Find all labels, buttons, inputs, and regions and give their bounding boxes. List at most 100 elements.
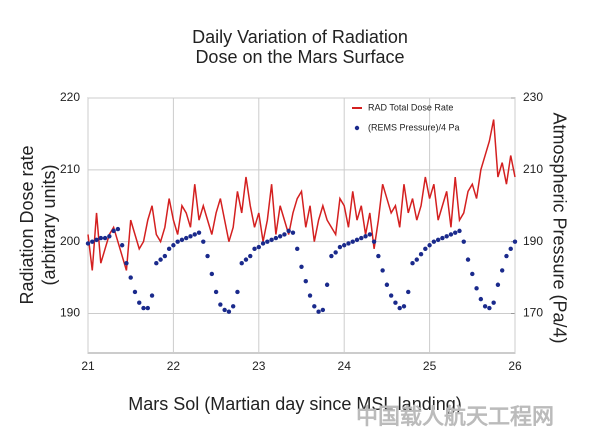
pressure-point [141, 305, 146, 311]
pressure-point [98, 235, 104, 241]
pressure-point [201, 239, 206, 244]
pressure-point [495, 282, 501, 287]
pressure-point [367, 232, 373, 237]
legend-swatch [354, 125, 360, 131]
x-tick-label: 21 [81, 359, 95, 373]
watermark: 中国载人航天工程网 [356, 404, 554, 429]
y-tick-label: 190 [60, 306, 80, 320]
pressure-point [316, 309, 321, 314]
pressure-point [90, 239, 95, 244]
y2-axis-label: Atmospheric Pressure (Pa/4) [549, 112, 569, 343]
pressure-point [465, 257, 471, 262]
pressure-point [376, 253, 381, 259]
pressure-point [487, 305, 492, 311]
pressure-point [384, 282, 390, 287]
pressure-point [461, 239, 466, 244]
pressure-point [303, 278, 308, 284]
pressure-point [508, 246, 513, 252]
pressure-point [286, 228, 291, 234]
y-tick-label: 210 [60, 162, 80, 176]
pressure-point [290, 230, 296, 235]
pressure-point [440, 235, 445, 241]
chart-title: Dose on the Mars Surface [195, 47, 404, 67]
pressure-point [346, 241, 351, 246]
x-tick-label: 25 [423, 359, 437, 373]
pressure-point [423, 246, 428, 252]
pressure-point [448, 232, 454, 237]
pressure-point [265, 239, 270, 244]
pressure-point [248, 253, 253, 259]
pressure-point [179, 237, 185, 243]
pressure-point [102, 235, 108, 241]
y-tick-label: 200 [60, 234, 80, 248]
pressure-point [307, 293, 313, 298]
pressure-point [277, 234, 283, 239]
pressure-point [431, 239, 437, 244]
pressure-point [406, 289, 411, 295]
pressure-point [435, 237, 441, 243]
pressure-point [171, 243, 176, 248]
pressure-point [337, 244, 343, 250]
pressure-point [252, 246, 257, 252]
pressure-point [137, 300, 142, 305]
y-tick-label: 220 [60, 90, 80, 104]
pressure-point [354, 237, 360, 243]
pressure-point [192, 232, 197, 237]
pressure-point [226, 309, 232, 314]
pressure-point [107, 234, 112, 239]
pressure-point [324, 282, 330, 287]
pressure-point [457, 228, 462, 234]
pressure-point [132, 289, 138, 295]
pressure-point [393, 300, 398, 305]
pressure-point [512, 239, 518, 244]
y2-tick-label: 210 [523, 162, 543, 176]
y2-tick-label: 170 [523, 306, 543, 320]
pressure-point [188, 234, 193, 239]
pressure-point [320, 307, 326, 313]
x-axis-label: Mars Sol (Martian day since MSL landing) [128, 394, 461, 414]
pressure-point [230, 304, 236, 309]
pressure-point [218, 302, 223, 307]
pressure-point [158, 257, 163, 262]
pressure-point [504, 253, 509, 259]
pressure-point [363, 234, 368, 239]
pressure-point [149, 293, 155, 298]
pressure-point [491, 300, 496, 305]
x-tick-label: 24 [338, 359, 352, 373]
chart-title: Daily Variation of Radiation [192, 27, 408, 47]
pressure-point [401, 304, 407, 309]
y-axis-label: (arbitrary units) [39, 164, 59, 285]
pressure-point [299, 264, 304, 270]
pressure-point [119, 243, 125, 248]
pressure-point [162, 253, 168, 259]
pressure-point [145, 305, 150, 311]
pressure-point [499, 268, 505, 273]
pressure-point [124, 261, 129, 266]
pressure-point [470, 271, 475, 277]
y2-tick-label: 190 [523, 234, 543, 248]
dose-line [87, 119, 516, 271]
pressure-point [205, 253, 210, 259]
pressure-point [222, 307, 227, 313]
pressure-point [342, 243, 347, 248]
pressure-point [482, 304, 488, 309]
pressure-point [128, 275, 133, 280]
x-tick-label: 22 [167, 359, 181, 373]
pressure-point [273, 235, 279, 241]
pressure-point [359, 235, 364, 241]
x-tick-label: 23 [252, 359, 266, 373]
pressure-point [453, 230, 458, 235]
pressure-point [410, 261, 415, 266]
pressure-point [154, 261, 159, 266]
pressure-point [111, 228, 116, 234]
pressure-point [239, 261, 244, 266]
y2-tick-label: 230 [523, 90, 543, 104]
pressure-point [478, 296, 484, 302]
pressure-point [213, 289, 219, 295]
pressure-point [166, 246, 172, 252]
pressure-point [115, 226, 121, 232]
legend-label: (REMS Pressure)/4 Pa [368, 122, 460, 132]
pressure-point [260, 241, 266, 246]
pressure-point [235, 289, 240, 295]
